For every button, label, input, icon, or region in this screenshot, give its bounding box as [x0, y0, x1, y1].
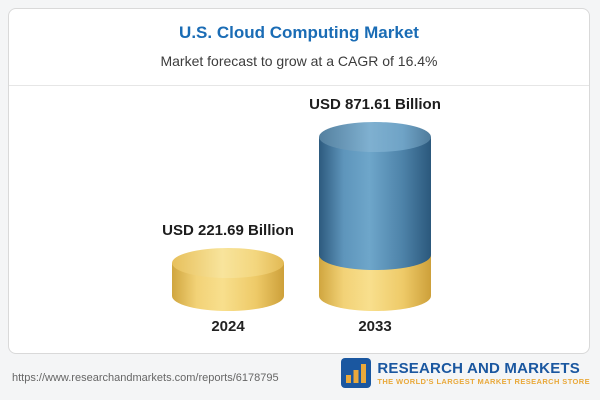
logo-icon: [341, 358, 372, 388]
bar-2033-top-ellipse: [319, 122, 431, 152]
value-label-2024: USD 221.69 Billion: [162, 222, 294, 239]
category-label-2033: 2033: [358, 318, 392, 335]
category-label-2024: 2024: [211, 318, 245, 335]
header-divider: [9, 85, 589, 86]
chart-subtitle: Market forecast to grow at a CAGR of 16.…: [160, 53, 438, 69]
logo-tagline: THE WORLD'S LARGEST MARKET RESEARCH STOR…: [377, 376, 590, 386]
value-label-2033: USD 871.61 Billion: [309, 96, 441, 113]
logo-texts: RESEARCH AND MARKETS THE WORLD'S LARGEST…: [377, 360, 590, 387]
chart-card: U.S. Cloud Computing Market Market forec…: [8, 8, 590, 354]
brand-logo: RESEARCH AND MARKETS THE WORLD'S LARGEST…: [341, 358, 590, 388]
bar-2024-top-ellipse: [172, 248, 284, 278]
bar-2033-body: [319, 137, 431, 270]
logo-name: RESEARCH AND MARKETS: [377, 359, 580, 377]
source-url: https://www.researchandmarkets.com/repor…: [12, 372, 279, 384]
chart-title: U.S. Cloud Computing Market: [179, 23, 419, 42]
